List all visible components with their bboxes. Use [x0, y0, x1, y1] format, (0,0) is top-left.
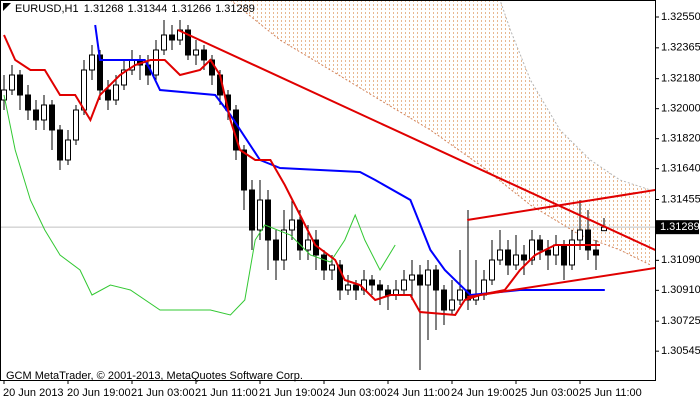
x-tick-label: 24 Jun 03:00	[323, 387, 387, 399]
y-tick-label: 1.31640	[661, 163, 700, 175]
copyright: GCM MetaTrader, © 2001-2013, MetaQuotes …	[6, 370, 303, 382]
candle-body	[153, 49, 159, 76]
candle-body	[377, 284, 383, 291]
candle-body	[241, 149, 247, 191]
candle-body	[193, 49, 199, 56]
open-value: 1.31268	[84, 3, 124, 15]
candle-body	[281, 229, 287, 261]
x-tick-label: 25 Jun 11:00	[579, 387, 642, 399]
candle-body	[17, 74, 23, 96]
candle-body	[449, 299, 455, 311]
y-tick-label: 1.30910	[661, 284, 700, 296]
candle-body	[49, 104, 55, 131]
y-tick-label: 1.32550	[661, 11, 700, 23]
candle-body	[489, 259, 495, 281]
candle-body	[121, 69, 127, 86]
indicator-line	[467, 189, 655, 221]
price-box	[655, 220, 699, 235]
candle-body	[1, 89, 7, 101]
candle-body	[329, 264, 335, 271]
x-tick-label: 24 Jun 19:00	[451, 387, 515, 399]
y-tick-label: 1.30545	[661, 345, 700, 357]
candle-body	[65, 139, 71, 161]
candle-body	[41, 104, 47, 121]
candle-body	[561, 244, 567, 266]
low-value: 1.31266	[171, 3, 211, 15]
candle-body	[169, 34, 175, 41]
candle-body	[57, 129, 63, 161]
candle-body	[369, 279, 375, 286]
candle-body	[321, 254, 327, 271]
candle-body	[185, 29, 191, 56]
y-tick-label: 1.31455	[661, 193, 700, 205]
candle-body	[569, 239, 575, 266]
candle-body	[513, 254, 519, 266]
candle-body	[73, 109, 79, 141]
candle-body	[257, 199, 263, 231]
corner-icon	[3, 3, 11, 11]
high-value: 1.31344	[128, 3, 168, 15]
candle-body	[529, 239, 535, 261]
y-tick-label: 1.30725	[661, 315, 700, 327]
candle-body	[409, 274, 415, 281]
candle-body	[113, 84, 119, 101]
cloud-span	[230, 0, 651, 266]
candle-body	[593, 249, 599, 256]
candle-body	[417, 274, 423, 286]
candle-body	[353, 284, 359, 291]
y-tick-label: 1.32365	[661, 42, 700, 54]
candle-body	[425, 269, 431, 286]
y-tick-label: 1.31090	[661, 254, 700, 266]
candle-body	[297, 219, 303, 251]
candle-body	[505, 249, 511, 266]
candle-body	[25, 94, 31, 111]
candle-body	[89, 54, 95, 71]
x-tick-label: 21 Jun 11:00	[195, 387, 258, 399]
candle-body	[457, 289, 463, 301]
candle-body	[585, 229, 591, 251]
x-tick-label: 25 Jun 03:00	[515, 387, 579, 399]
candle-body	[201, 49, 207, 61]
candle-body	[537, 239, 543, 251]
indicator-line	[3, 94, 396, 316]
x-tick-label: 20 Jun 19:00	[67, 387, 131, 399]
x-tick-label: 24 Jun 11:00	[387, 387, 450, 399]
candle-body	[433, 269, 439, 291]
candle-body	[305, 239, 311, 251]
x-tick-label: 21 Jun 19:00	[259, 387, 323, 399]
candle-body	[441, 289, 447, 311]
close-value: 1.31289	[215, 3, 255, 15]
candle-body	[33, 109, 39, 121]
candle-body	[521, 254, 527, 261]
price-box-label: 1.31289	[660, 221, 700, 233]
indicator-line	[177, 29, 655, 251]
candle-body	[9, 74, 15, 91]
x-tick-label: 20 Jun 2013	[3, 387, 64, 399]
candle-body	[265, 199, 271, 241]
candle-body	[289, 219, 295, 231]
chart-header: EURUSD,H1 1.31268 1.31344 1.31266 1.31289	[15, 3, 255, 15]
candle-body	[545, 249, 551, 256]
candle-body	[345, 284, 351, 291]
candle-body	[577, 229, 583, 241]
candle-body	[401, 279, 407, 291]
candle-body	[497, 249, 503, 261]
candle-body	[105, 89, 111, 101]
y-tick-label: 1.32180	[661, 73, 700, 85]
y-tick-label: 1.31820	[661, 133, 700, 145]
indicator-line	[467, 267, 655, 298]
candle-body	[273, 239, 279, 261]
symbol: EURUSD,H1	[15, 3, 78, 15]
candle-body	[161, 34, 167, 51]
plot-area	[0, 0, 655, 370]
candle-body	[249, 189, 255, 231]
y-tick-label: 1.32000	[661, 103, 700, 115]
indicator-line	[94, 24, 605, 297]
candle-body	[81, 69, 87, 111]
plot-border	[0, 0, 656, 381]
x-tick-label: 21 Jun 03:00	[131, 387, 195, 399]
